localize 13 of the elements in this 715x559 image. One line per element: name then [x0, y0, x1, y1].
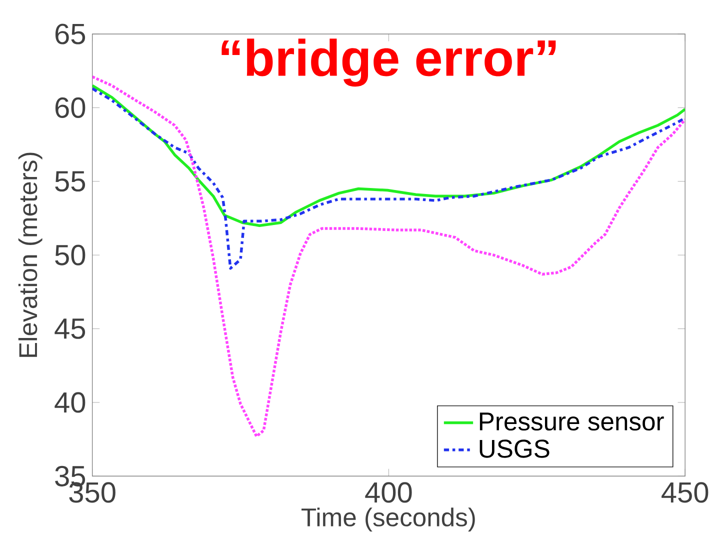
chart-title: “bridge error” — [222, 38, 556, 87]
y-tick-label: 40 — [54, 392, 86, 413]
y-tick-label: 45 — [54, 318, 86, 340]
x-axis-title: Time (seconds) — [301, 508, 475, 532]
y-tick-label: 55 — [55, 171, 86, 192]
legend-label: USGS — [480, 440, 550, 458]
x-tick-label: 400 — [365, 482, 412, 503]
y-tick-label: 65 — [55, 24, 86, 44]
y-tick-label: 50 — [55, 244, 86, 266]
y-axis-title: Elevation (meters) — [18, 152, 42, 358]
legend-label: Pressure sensor — [480, 412, 664, 431]
y-tick-label: 60 — [55, 98, 86, 118]
x-tick-label: 450 — [662, 482, 708, 503]
